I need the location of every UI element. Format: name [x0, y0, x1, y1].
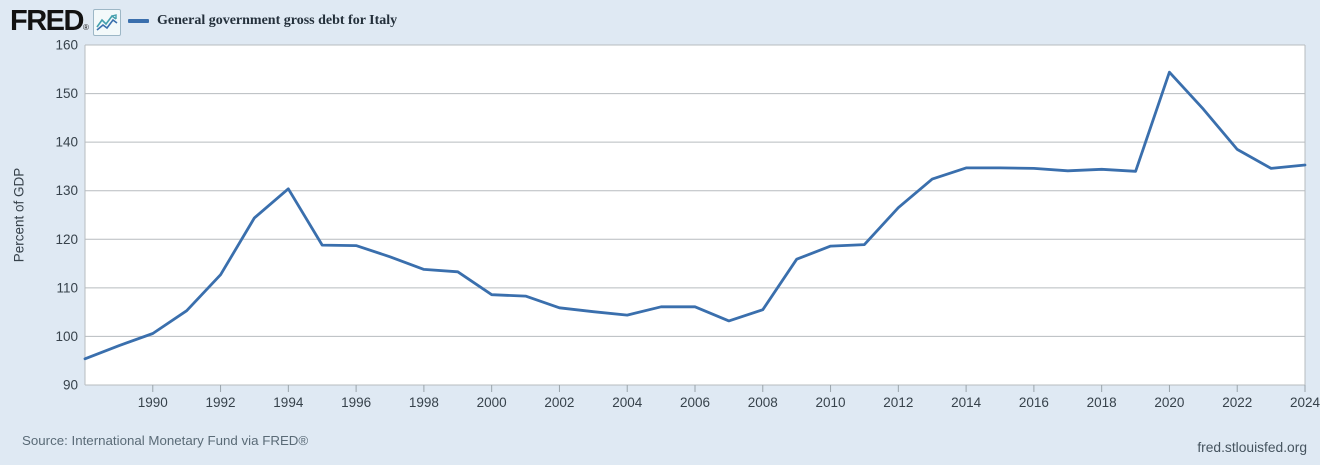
fred-sparkline-icon — [93, 9, 121, 36]
x-tick-label: 1996 — [341, 395, 371, 410]
fred-site-url: fred.stlouisfed.org — [1197, 440, 1307, 455]
registered-mark: ® — [82, 23, 89, 32]
x-tick-label: 2018 — [1087, 395, 1117, 410]
x-tick-label: 2014 — [951, 395, 982, 410]
y-tick-label: 100 — [55, 329, 78, 344]
x-tick-label: 1992 — [206, 395, 236, 410]
y-axis-title: Percent of GDP — [11, 167, 27, 263]
x-tick-label: 2012 — [883, 395, 913, 410]
fred-logo-text: FRED — [10, 5, 84, 37]
x-tick-label: 2016 — [1019, 395, 1049, 410]
chart-canvas[interactable]: 90 100 110 120 130 140 150 160 1990 1992 1994 1996 1… — [0, 0, 1320, 420]
y-tick-label: 110 — [56, 280, 78, 295]
x-tick-label: 2024 — [1290, 395, 1320, 410]
x-tick-label: 1998 — [409, 395, 439, 410]
data-line-italy-debt — [83, 70, 1307, 361]
x-tick-label: 2002 — [544, 395, 574, 410]
x-tick-label: 2000 — [477, 395, 507, 410]
x-tick-label: 1990 — [138, 395, 168, 410]
y-tick-label: 160 — [55, 38, 78, 53]
legend-line-swatch — [128, 19, 149, 23]
plot-area — [85, 45, 1305, 385]
chart-legend: General government gross debt for Italy — [128, 13, 397, 29]
y-tick-label: 150 — [55, 86, 78, 101]
y-tick-label: 140 — [55, 135, 78, 150]
x-tick-label: 2020 — [1154, 395, 1184, 410]
x-tick-label: 2004 — [612, 395, 643, 410]
legend-series-label: General government gross debt for Italy — [157, 13, 398, 28]
x-tick-label: 2010 — [816, 395, 846, 410]
x-tick-label: 2006 — [680, 395, 710, 410]
source-note: Source: International Monetary Fund via … — [22, 433, 309, 448]
y-tick-label: 120 — [55, 232, 78, 247]
fred-logo[interactable]: FRED® — [10, 5, 89, 38]
y-tick-label: 130 — [55, 183, 78, 198]
x-tick-label: 2008 — [748, 395, 778, 410]
x-tick-label: 2022 — [1222, 395, 1252, 410]
x-tick-label: 1994 — [273, 395, 304, 410]
y-tick-label: 90 — [63, 378, 78, 393]
